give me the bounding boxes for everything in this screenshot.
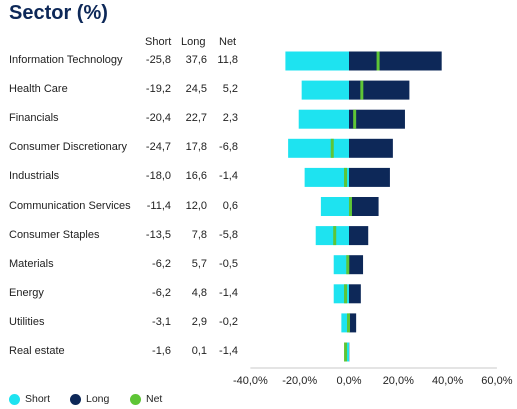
legend-short-label: Short [25,393,51,405]
short-value: -24,7 [145,141,171,154]
bar-short [285,51,349,71]
x-tick-label: 40,0% [432,375,463,387]
short-value: -6,2 [152,286,171,299]
net-marker [346,255,350,275]
column-header-net: Net [219,36,237,48]
legend-short-marker-icon [9,393,20,405]
long-value: 37,6 [185,54,207,66]
short-value: -20,4 [145,112,171,125]
long-value: 7,8 [191,228,207,241]
bar-short [333,255,349,275]
net-value: -0,5 [219,257,238,270]
bar-long [349,255,364,275]
net-value: -1,4 [219,170,238,183]
short-value: -11,4 [146,199,171,212]
net-marker [353,109,357,129]
x-tick-label: 0,0% [336,375,361,387]
net-marker [347,313,351,333]
column-header-short: Short [145,36,172,48]
column-header-long: Long [181,36,206,48]
bar-long [349,197,379,216]
net-value: -5,8 [219,228,238,241]
short-value: -1,6 [152,345,171,357]
category-label: Consumer Staples [9,228,100,241]
long-value: 16,6 [185,170,207,183]
long-value: 24,5 [185,83,207,96]
legend-net-label: Net [146,393,163,405]
net-marker [344,167,348,187]
category-label: Communication Services [9,199,131,212]
long-value: 12,0 [185,199,207,212]
chart-title: Sector (%) [9,2,108,24]
short-value: -13,5 [145,228,171,241]
net-value: 0,6 [222,199,238,212]
category-label: Real estate [9,345,65,357]
bar-long [349,51,442,71]
long-value: 22,7 [185,112,207,125]
legend-item-long[interactable]: Long [70,393,109,405]
bar-long [349,109,405,129]
bar-long [349,80,410,100]
net-value: -6,8 [219,141,238,154]
short-value: -3,1 [152,315,171,328]
x-tick-label: 20,0% [383,375,414,387]
category-label: Financials [9,112,59,125]
long-value: 2,9 [191,315,207,328]
category-label: Health Care [9,83,68,96]
bar-short [288,138,349,158]
short-value: -19,2 [145,83,171,96]
net-value: -1,4 [219,286,238,299]
legend-item-short[interactable]: Short [9,393,50,405]
short-value: -25,8 [145,54,171,66]
net-value: -1,4 [219,345,238,357]
x-tick-label: 60,0% [481,375,512,387]
bar-short [298,109,349,129]
bar-long [349,313,357,333]
bar-short [341,313,349,333]
net-value: 2,3 [222,112,238,125]
bar-long [349,226,369,246]
net-value: -0,2 [219,315,238,328]
net-value: 5,2 [222,83,238,96]
net-marker [330,138,334,158]
net-marker [333,226,337,246]
category-label: Industrials [9,170,60,183]
short-value: -6,2 [152,257,171,270]
bar-short [304,167,349,187]
bar-short [301,80,349,100]
long-value: 17,8 [185,141,207,154]
bar-long [349,284,361,304]
legend-item-net[interactable]: Net [130,393,162,405]
legend-net-marker-icon [130,393,141,405]
net-marker [360,80,364,100]
net-marker [344,342,348,362]
net-marker [376,51,380,71]
category-label: Materials [9,257,54,270]
net-marker [348,197,352,216]
legend-long-marker-icon [70,393,81,405]
category-label: Consumer Discretionary [9,141,127,154]
bar-long [349,138,393,158]
net-marker [344,284,348,304]
category-label: Energy [9,286,44,299]
short-value: -18,0 [145,170,171,183]
long-value: 5,7 [191,257,207,270]
x-tick-label: -20,0% [282,375,317,387]
x-tick-label: -40,0% [233,375,268,387]
bar-short [320,197,349,216]
bar-short [315,226,349,246]
category-label: Information Technology [9,54,123,66]
long-value: 0,1 [191,345,207,357]
bar-long [349,167,390,187]
category-label: Utilities [9,315,45,328]
legend-long-label: Long [86,393,110,405]
net-value: 11,8 [217,54,238,66]
long-value: 4,8 [191,286,207,299]
